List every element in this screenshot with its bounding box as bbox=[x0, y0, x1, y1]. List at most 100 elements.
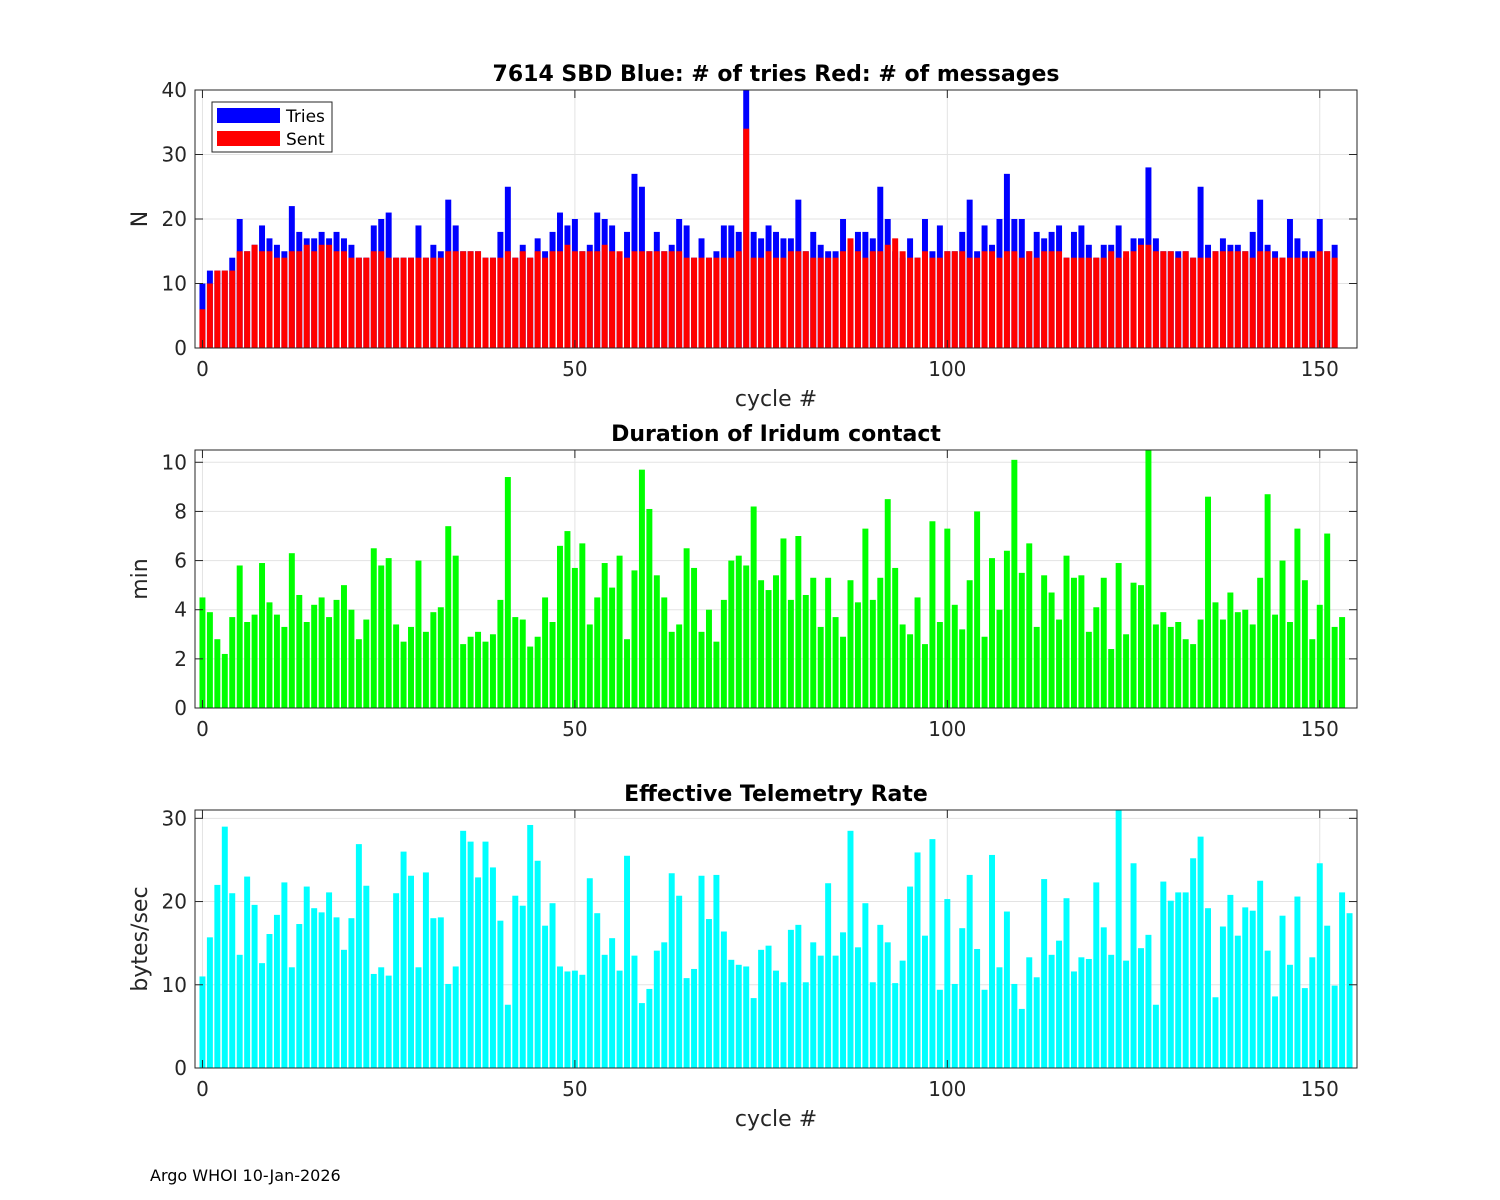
bar bbox=[1041, 879, 1048, 1068]
bar-sent bbox=[877, 251, 884, 348]
bar bbox=[624, 855, 631, 1068]
bar-sent bbox=[393, 257, 400, 348]
bar-sent bbox=[1294, 257, 1301, 348]
bar bbox=[542, 925, 549, 1068]
bar-sent bbox=[1249, 257, 1256, 348]
bar-sent bbox=[370, 251, 377, 348]
bar bbox=[363, 885, 370, 1068]
bar bbox=[743, 565, 750, 708]
bar bbox=[981, 636, 988, 708]
y-axis-label: bytes/sec bbox=[128, 886, 153, 991]
bar bbox=[944, 528, 951, 708]
bar-sent bbox=[601, 244, 608, 348]
bar-sent bbox=[452, 251, 459, 348]
bar bbox=[393, 893, 400, 1068]
bar bbox=[892, 983, 899, 1068]
bar bbox=[1219, 926, 1226, 1068]
bar bbox=[571, 970, 578, 1068]
bar bbox=[929, 521, 936, 708]
bar-sent bbox=[1115, 257, 1122, 348]
legend-swatch-sent bbox=[217, 131, 280, 146]
bar bbox=[1048, 954, 1055, 1068]
x-tick-label: 50 bbox=[562, 717, 587, 741]
bar-sent bbox=[1145, 244, 1152, 348]
bar bbox=[787, 929, 794, 1068]
bar-sent bbox=[445, 251, 452, 348]
bar-sent bbox=[400, 257, 407, 348]
bar bbox=[713, 641, 720, 708]
bar-sent bbox=[542, 257, 549, 348]
bar bbox=[825, 577, 832, 708]
bar bbox=[586, 878, 593, 1068]
bar-sent bbox=[638, 251, 645, 348]
bar-sent bbox=[244, 251, 251, 348]
bar bbox=[773, 970, 779, 1068]
footer-stamp: Argo WHOI 10-Jan-2026 bbox=[150, 1166, 341, 1185]
y-tick-label: 6 bbox=[174, 549, 187, 573]
bar bbox=[1197, 619, 1204, 708]
bar-sent bbox=[1316, 251, 1323, 348]
bar bbox=[638, 469, 645, 708]
bar bbox=[899, 624, 906, 708]
bar-sent bbox=[1123, 251, 1130, 348]
bar bbox=[1264, 950, 1271, 1068]
bar bbox=[586, 624, 593, 708]
bar bbox=[877, 577, 884, 708]
x-tick-label: 50 bbox=[562, 357, 587, 381]
bar bbox=[311, 604, 318, 708]
bar bbox=[1175, 892, 1182, 1068]
bar bbox=[899, 960, 906, 1068]
bar bbox=[504, 477, 511, 708]
bar-sent bbox=[758, 257, 765, 348]
bar-sent bbox=[1205, 257, 1212, 348]
bar bbox=[1249, 624, 1256, 708]
bar bbox=[288, 967, 295, 1068]
bar bbox=[735, 964, 742, 1068]
bar bbox=[609, 938, 616, 1068]
bar-sent bbox=[907, 257, 914, 348]
bar bbox=[1286, 964, 1293, 1068]
bar bbox=[1167, 900, 1174, 1068]
bar-sent bbox=[266, 251, 273, 348]
y-tick-label: 0 bbox=[174, 1056, 187, 1080]
bar-sent bbox=[1100, 257, 1107, 348]
bar bbox=[1011, 983, 1018, 1068]
y-tick-label: 20 bbox=[162, 890, 187, 914]
bar-sent bbox=[340, 251, 347, 348]
bar-sent bbox=[296, 251, 303, 348]
bar bbox=[1138, 948, 1144, 1068]
bar bbox=[720, 599, 727, 708]
bar-sent bbox=[1324, 251, 1331, 348]
bar-sent bbox=[281, 257, 288, 348]
bar-sent bbox=[259, 251, 266, 348]
bar-sent bbox=[720, 257, 727, 348]
bar bbox=[1205, 908, 1212, 1068]
y-tick-label: 30 bbox=[162, 806, 187, 830]
bar bbox=[1205, 496, 1212, 708]
bar bbox=[974, 948, 981, 1068]
bar bbox=[385, 975, 392, 1068]
bar bbox=[1324, 925, 1331, 1068]
bar bbox=[244, 622, 251, 708]
bar bbox=[817, 955, 824, 1068]
bar bbox=[1160, 881, 1167, 1068]
bar-sent bbox=[1152, 251, 1159, 348]
bar bbox=[214, 884, 221, 1068]
bar bbox=[266, 602, 273, 708]
bar bbox=[735, 555, 742, 708]
bar bbox=[1123, 960, 1130, 1068]
bar-sent bbox=[959, 251, 966, 348]
bar-sent bbox=[974, 257, 981, 348]
bar bbox=[1138, 585, 1144, 708]
bar bbox=[638, 1003, 645, 1068]
bar bbox=[504, 1004, 511, 1068]
bar bbox=[318, 912, 325, 1068]
bar bbox=[974, 511, 981, 708]
y-tick-label: 10 bbox=[162, 973, 187, 997]
bar bbox=[944, 899, 951, 1068]
bar-sent bbox=[780, 257, 787, 348]
bar-sent bbox=[437, 257, 444, 348]
x-tick-label: 150 bbox=[1301, 357, 1339, 381]
y-tick-label: 2 bbox=[174, 647, 187, 671]
